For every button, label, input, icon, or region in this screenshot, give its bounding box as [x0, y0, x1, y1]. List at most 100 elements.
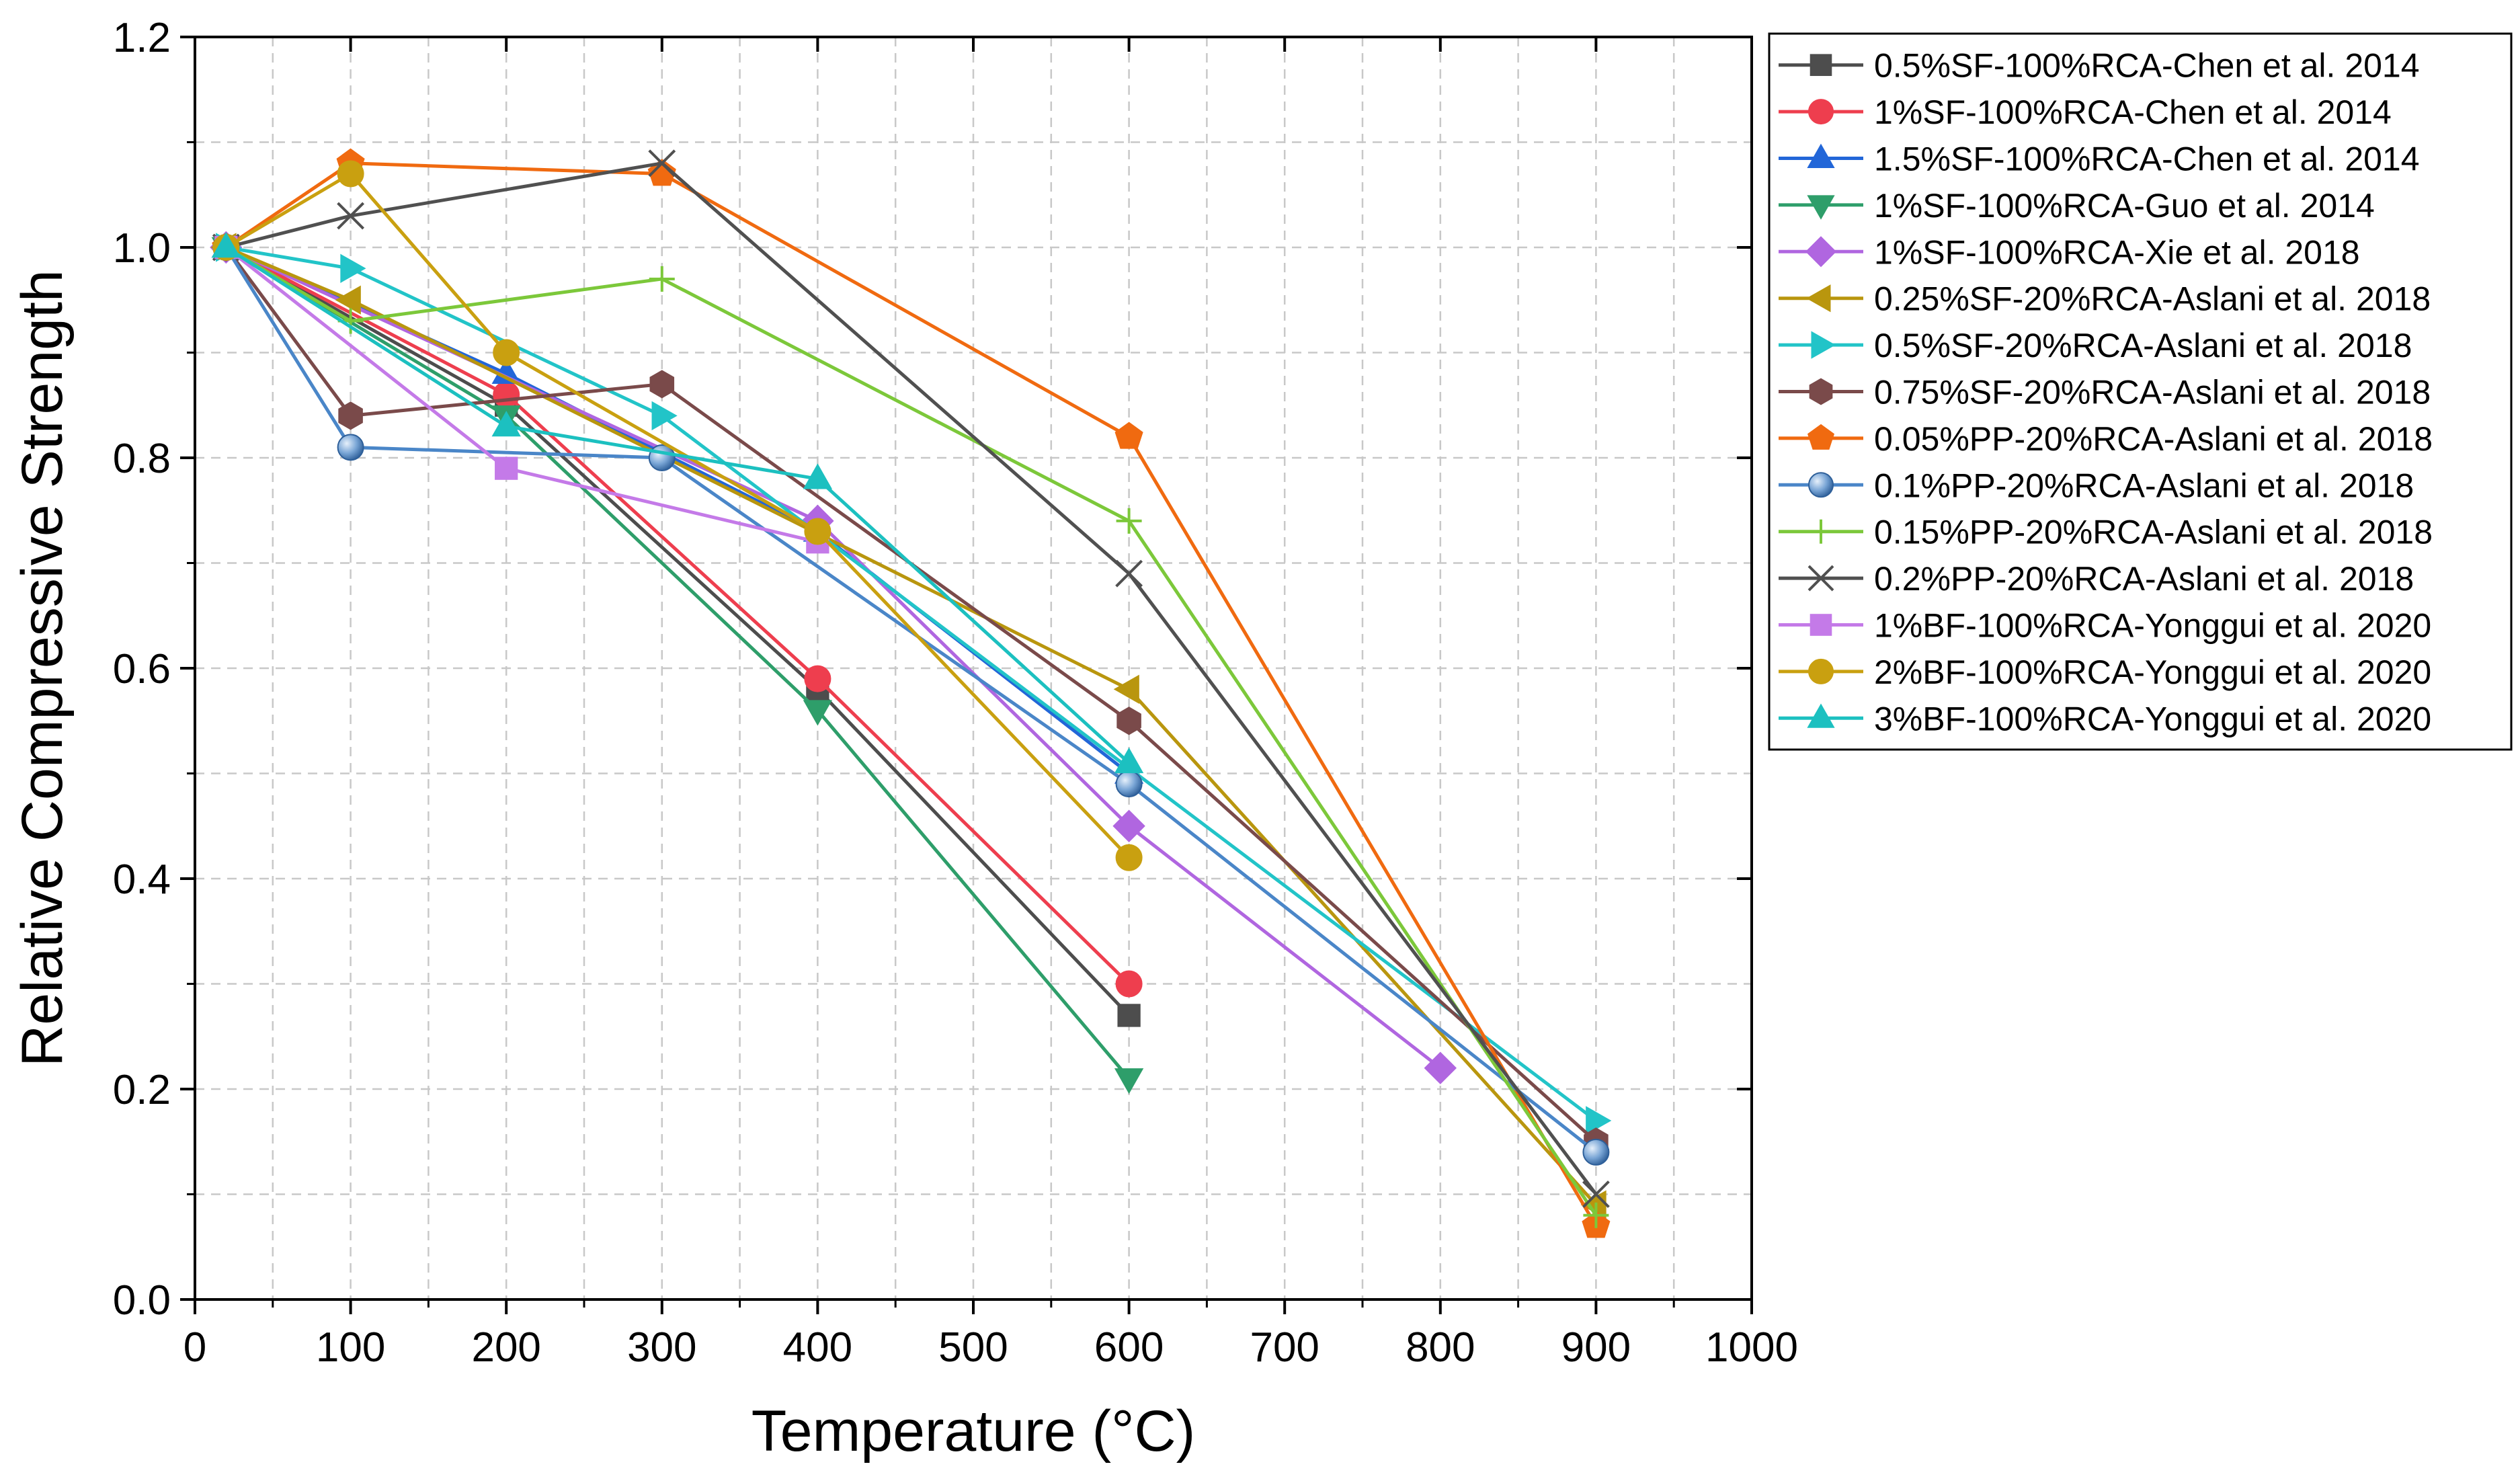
series-line [225, 246, 818, 544]
legend-marker [1807, 703, 1835, 728]
legend: 0.5%SF-100%RCA-Chen et al. 2014 1%SF-100%… [1768, 32, 2513, 751]
x-tick-label: 0 [184, 1324, 206, 1371]
data-point [493, 339, 520, 366]
x-tick-label: 300 [627, 1324, 696, 1371]
y-tick-label: 1.2 [113, 15, 171, 61]
y-tick-label: 0.6 [113, 646, 171, 692]
y-tick-label: 0.8 [113, 436, 171, 482]
legend-marker [1807, 195, 1835, 220]
data-point [493, 381, 520, 409]
x-tick-label: 400 [783, 1324, 852, 1371]
data-point [649, 266, 675, 292]
y-tick-label: 1.0 [113, 225, 171, 272]
tick-labels: 0 100 200 300 400 500 600 700 800 900 1000 0.0 0.2 0.… [113, 15, 1798, 1371]
legend-label: 0.25%SF-20%RCA-Aslani et al. 2018 [1874, 280, 2431, 318]
data-point [1116, 707, 1141, 735]
data-point [491, 411, 521, 437]
legend-marker [1807, 143, 1835, 168]
data-point [1116, 508, 1142, 534]
data-point [1117, 1004, 1141, 1027]
series-group [210, 148, 1612, 1238]
series-line [225, 245, 1131, 764]
data-point [1113, 674, 1139, 704]
data-point [335, 285, 361, 315]
data-point [337, 434, 364, 461]
data-point [1115, 844, 1143, 871]
y-tick-label: 0.2 [113, 1067, 171, 1113]
y-tick-label: 0.0 [113, 1277, 171, 1324]
legend-label: 0.75%SF-20%RCA-Aslani et al. 2018 [1874, 374, 2431, 411]
legend-item: 0.2%PP-20%RCA-Aslani et al. 2018 [1779, 560, 2414, 598]
legend-item: 1%BF-100%RCA-Yonggui et al. 2020 [1779, 607, 2431, 645]
legend-label: 1%SF-100%RCA-Xie et al. 2018 [1874, 233, 2360, 271]
legend-label: 0.1%PP-20%RCA-Aslani et al. 2018 [1874, 467, 2414, 504]
data-point [491, 358, 521, 385]
legend-item: 1.5%SF-100%RCA-Chen et al. 2014 [1779, 141, 2420, 178]
legend-marker [1808, 99, 1834, 125]
legend-item: 0.25%SF-20%RCA-Aslani et al. 2018 [1779, 280, 2431, 318]
legend-marker [1807, 424, 1835, 450]
data-point [649, 370, 675, 399]
legend-marker [1810, 614, 1832, 636]
data-point [1115, 970, 1143, 998]
legend-label: 0.05%PP-20%RCA-Aslani et al. 2018 [1874, 420, 2433, 458]
series-line [225, 245, 1131, 986]
legend-item: 1%SF-100%RCA-Guo et al. 2014 [1779, 187, 2375, 225]
series-12 [212, 149, 1610, 1208]
legend-marker [1809, 378, 1833, 405]
y-axis-title: Relative Compressive Strength [10, 270, 75, 1066]
legend-marker [1808, 472, 1834, 498]
data-point [495, 456, 518, 480]
data-point [804, 665, 831, 692]
x-tick-label: 700 [1250, 1324, 1319, 1371]
legend-marker [1811, 331, 1836, 359]
series-line [225, 161, 1598, 1227]
x-tick-label: 100 [316, 1324, 385, 1371]
data-point [648, 149, 676, 177]
grid [195, 37, 1752, 1299]
legend-label: 2%BF-100%RCA-Yonggui et al. 2020 [1874, 653, 2431, 691]
series-line [225, 245, 1131, 1017]
legend-item: 0.05%PP-20%RCA-Aslani et al. 2018 [1779, 420, 2433, 458]
data-point [1583, 1202, 1609, 1228]
legend-marker [1807, 565, 1834, 592]
series-line [225, 171, 1131, 859]
legend-item: 3%BF-100%RCA-Yonggui et al. 2020 [1779, 700, 2431, 737]
data-point [651, 401, 678, 431]
axes [180, 36, 1753, 1314]
series-line [225, 245, 1598, 1206]
legend-label: 0.2%PP-20%RCA-Aslani et al. 2018 [1874, 560, 2414, 598]
legend-item: 1%SF-100%RCA-Chen et al. 2014 [1779, 93, 2392, 131]
data-point [1586, 1106, 1612, 1135]
x-tick-label: 500 [938, 1324, 1008, 1371]
legend-label: 0.5%SF-20%RCA-Aslani et al. 2018 [1874, 327, 2412, 364]
y-tick-label: 0.4 [113, 856, 171, 903]
series-5 [210, 231, 1457, 1084]
data-point [211, 232, 241, 258]
data-point [1582, 1180, 1610, 1208]
data-point [1582, 1138, 1610, 1166]
series-15 [211, 232, 1144, 774]
legend-item: 0.5%SF-20%RCA-Aslani et al. 2018 [1779, 327, 2412, 364]
data-point [1424, 1051, 1457, 1084]
legend-label: 3%BF-100%RCA-Yonggui et al. 2020 [1874, 700, 2431, 737]
legend-marker [1810, 54, 1832, 77]
legend-item: 0.1%PP-20%RCA-Aslani et al. 2018 [1779, 467, 2414, 504]
data-point [1115, 770, 1143, 798]
legend-box [1768, 32, 2513, 751]
legend-marker [1808, 658, 1834, 684]
legend-marker [1806, 284, 1831, 313]
data-point [338, 401, 363, 430]
legend-label: 1%SF-100%RCA-Chen et al. 2014 [1874, 93, 2392, 131]
data-point [804, 518, 831, 545]
data-point [337, 202, 365, 230]
series-line [225, 245, 1598, 1217]
x-tick-label: 200 [471, 1324, 540, 1371]
data-point [337, 160, 364, 188]
legend-item: 1%SF-100%RCA-Xie et al. 2018 [1779, 233, 2360, 271]
series-line [225, 245, 1131, 1080]
legend-marker [1809, 519, 1833, 544]
legend-label: 1%BF-100%RCA-Yonggui et al. 2020 [1874, 607, 2431, 645]
data-point [1114, 747, 1144, 774]
